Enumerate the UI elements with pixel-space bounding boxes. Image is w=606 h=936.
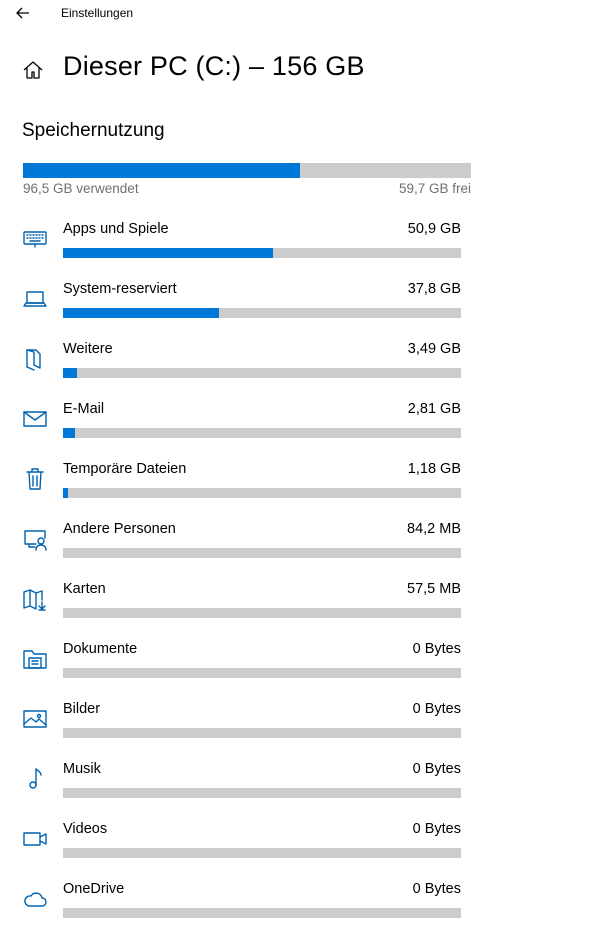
category-usage-fill bbox=[63, 488, 68, 498]
category-usage-bar bbox=[63, 428, 461, 438]
documents-folder-icon bbox=[22, 646, 48, 672]
category-size: 1,18 GB bbox=[407, 461, 461, 477]
storage-category-item[interactable]: Temporäre Dateien 1,18 GB bbox=[0, 456, 606, 516]
category-label: Apps und Spiele bbox=[63, 221, 169, 237]
storage-usage-fill bbox=[23, 163, 300, 178]
category-usage-bar bbox=[63, 548, 461, 558]
section-title: Speichernutzung bbox=[22, 120, 165, 141]
storage-category-item[interactable]: Musik 0 Bytes bbox=[0, 756, 606, 816]
category-label: OneDrive bbox=[63, 881, 125, 897]
category-label: Musik bbox=[63, 761, 101, 777]
home-icon bbox=[23, 61, 43, 79]
category-label: Andere Personen bbox=[63, 521, 176, 537]
used-space-label: 96,5 GB verwendet bbox=[23, 181, 139, 196]
category-label: System-reserviert bbox=[63, 281, 177, 297]
storage-category-item[interactable]: Videos 0 Bytes bbox=[0, 816, 606, 876]
category-size: 84,2 MB bbox=[407, 521, 461, 537]
category-label: Videos bbox=[63, 821, 108, 837]
storage-category-list: Apps und Spiele 50,9 GB System-reserviert 3… bbox=[0, 216, 606, 936]
picture-icon bbox=[22, 706, 48, 732]
category-size: 37,8 GB bbox=[407, 281, 461, 297]
map-download-icon bbox=[22, 586, 48, 612]
person-monitor-icon bbox=[22, 526, 48, 552]
storage-usage-bar bbox=[23, 163, 471, 178]
category-usage-fill bbox=[63, 248, 274, 258]
category-size: 57,5 MB bbox=[407, 581, 461, 597]
storage-category-item[interactable]: Weitere 3,49 GB bbox=[0, 336, 606, 396]
category-label: Dokumente bbox=[63, 641, 138, 657]
arrow-left-icon bbox=[16, 7, 29, 19]
category-label: Bilder bbox=[63, 701, 101, 717]
storage-category-item[interactable]: OneDrive 0 Bytes bbox=[0, 876, 606, 936]
category-size: 2,81 GB bbox=[407, 401, 461, 417]
back-button[interactable] bbox=[12, 2, 34, 24]
category-usage-bar bbox=[63, 368, 461, 378]
category-usage-bar bbox=[63, 608, 461, 618]
storage-category-item[interactable]: E-Mail 2,81 GB bbox=[0, 396, 606, 456]
category-usage-fill bbox=[63, 428, 75, 438]
keyboard-icon bbox=[22, 226, 48, 252]
music-note-icon bbox=[22, 766, 48, 792]
page-title: Dieser PC (C:) – 156 GB bbox=[63, 51, 365, 81]
trash-icon bbox=[22, 466, 48, 492]
category-size: 0 Bytes bbox=[412, 641, 461, 657]
cloud-icon bbox=[22, 886, 48, 912]
category-label: Temporäre Dateien bbox=[63, 461, 187, 477]
category-usage-bar bbox=[63, 308, 461, 318]
title-bar: Einstellungen bbox=[0, 0, 606, 28]
category-usage-bar bbox=[63, 668, 461, 678]
page-header: Dieser PC (C:) – 156 GB bbox=[0, 50, 606, 90]
category-usage-bar bbox=[63, 488, 461, 498]
storage-category-item[interactable]: System-reserviert 37,8 GB bbox=[0, 276, 606, 336]
category-usage-bar bbox=[63, 788, 461, 798]
category-size: 0 Bytes bbox=[412, 821, 461, 837]
laptop-icon bbox=[22, 286, 48, 312]
category-size: 0 Bytes bbox=[412, 881, 461, 897]
category-size: 0 Bytes bbox=[412, 701, 461, 717]
storage-category-item[interactable]: Karten 57,5 MB bbox=[0, 576, 606, 636]
category-label: E-Mail bbox=[63, 401, 105, 417]
mail-icon bbox=[22, 406, 48, 432]
category-label: Weitere bbox=[63, 341, 113, 357]
category-label: Karten bbox=[63, 581, 106, 597]
video-camera-icon bbox=[22, 826, 48, 852]
category-size: 3,49 GB bbox=[407, 341, 461, 357]
category-size: 50,9 GB bbox=[407, 221, 461, 237]
category-usage-fill bbox=[63, 308, 220, 318]
category-usage-bar bbox=[63, 848, 461, 858]
free-space-label: 59,7 GB frei bbox=[398, 181, 471, 196]
app-title: Einstellungen bbox=[61, 6, 134, 20]
storage-category-item[interactable]: Dokumente 0 Bytes bbox=[0, 636, 606, 696]
storage-category-item[interactable]: Bilder 0 Bytes bbox=[0, 696, 606, 756]
storage-category-item[interactable]: Andere Personen 84,2 MB bbox=[0, 516, 606, 576]
folder-page-icon bbox=[22, 346, 48, 372]
category-usage-bar bbox=[63, 728, 461, 738]
storage-category-item[interactable]: Apps und Spiele 50,9 GB bbox=[0, 216, 606, 276]
category-size: 0 Bytes bbox=[412, 761, 461, 777]
category-usage-bar bbox=[63, 908, 461, 918]
category-usage-bar bbox=[63, 248, 461, 258]
category-usage-fill bbox=[63, 368, 78, 378]
